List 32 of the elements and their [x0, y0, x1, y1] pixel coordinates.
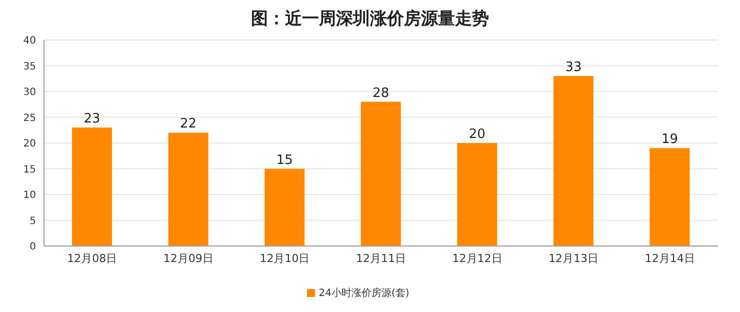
x-tick-label: 12月10日: [260, 252, 310, 265]
x-tick-label: 12月09日: [163, 252, 214, 265]
x-tick-label: 12月12日: [452, 252, 502, 265]
bar: [264, 168, 305, 246]
x-tick-label: 12月13日: [548, 252, 599, 265]
data-label: 22: [180, 116, 197, 132]
bar: [650, 148, 690, 246]
bar: [553, 76, 594, 246]
y-tick-label: 30: [23, 87, 36, 98]
data-label: 19: [661, 132, 678, 148]
y-tick-label: 15: [23, 164, 36, 176]
y-tick-label: 35: [23, 61, 36, 72]
x-tick-label: 12月08日: [67, 252, 118, 265]
data-label: 15: [276, 152, 293, 168]
y-tick-label: 0: [30, 242, 36, 253]
data-label: 33: [565, 60, 582, 76]
bar: [72, 128, 112, 246]
y-tick-label: 10: [23, 190, 36, 202]
y-tick-label: 5: [30, 216, 36, 227]
bar: [360, 102, 401, 246]
data-label: 23: [84, 112, 100, 127]
data-label: 20: [468, 127, 486, 142]
y-tick-label: 25: [23, 112, 36, 124]
bar: [168, 132, 208, 246]
x-tick-label: 12月11日: [356, 252, 406, 265]
bar: [457, 143, 498, 246]
y-tick-label: 20: [23, 138, 36, 150]
x-tick-label: 12月14日: [644, 252, 695, 265]
data-label: 28: [372, 86, 390, 101]
legend-label: 24小时涨价房源(套): [318, 288, 410, 299]
chart-title: 图：近一周深圳涨价房源量走势: [250, 8, 490, 31]
y-tick-label: 40: [23, 36, 36, 47]
